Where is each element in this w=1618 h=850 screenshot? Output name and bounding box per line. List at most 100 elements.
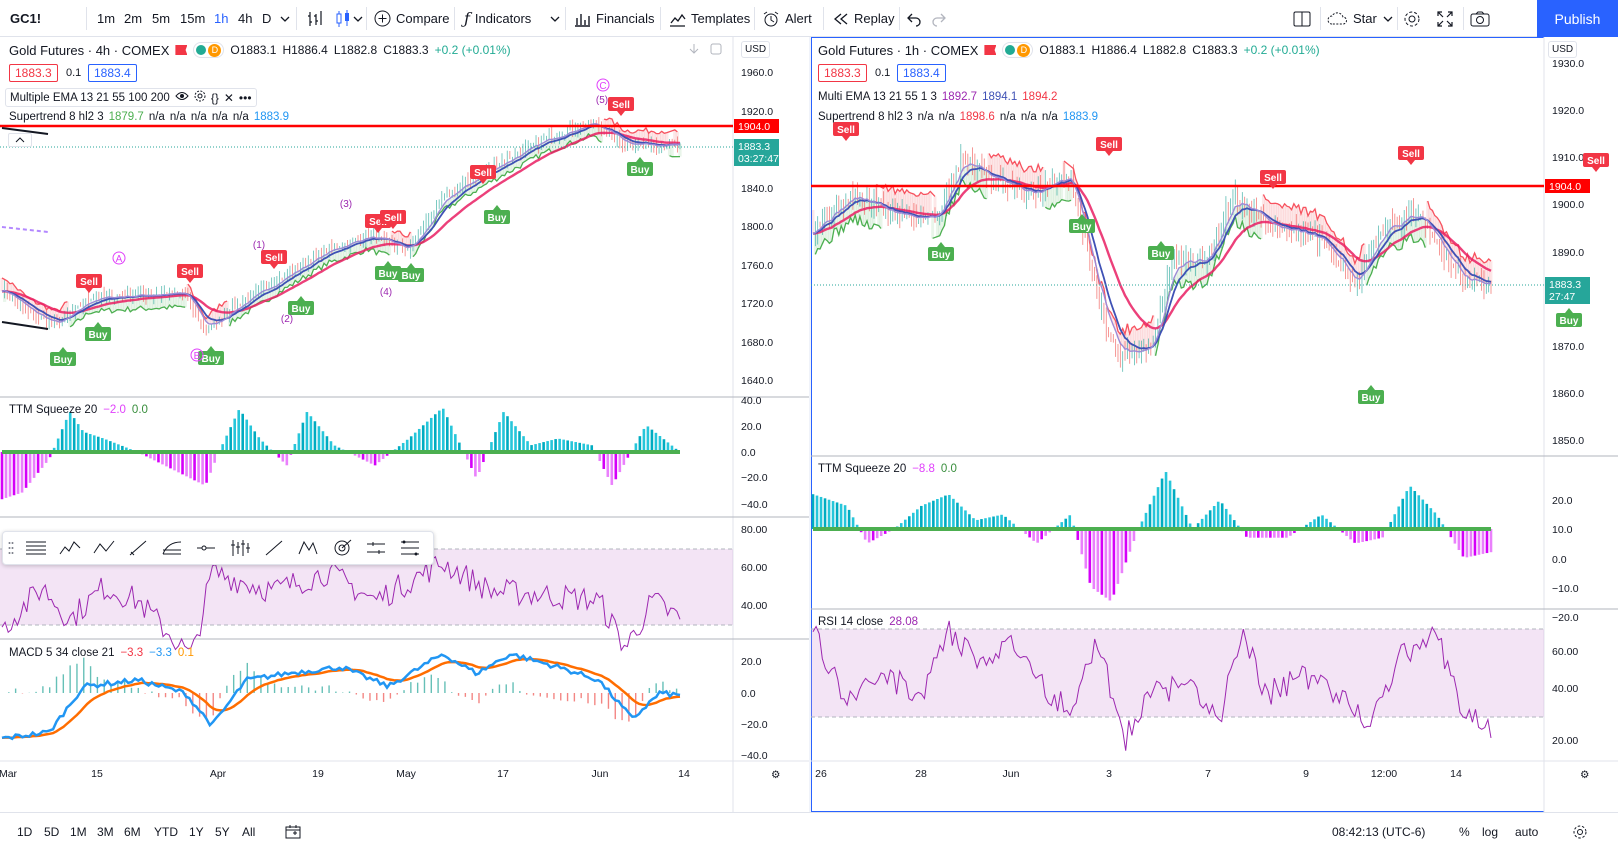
sell-signal-label: Sell [1402,149,1420,160]
eye-icon[interactable] [175,91,189,104]
range-5y[interactable]: 5Y [215,825,230,839]
brush-tool-icon[interactable] [121,531,155,565]
ema-indicator-legend[interactable]: Multiple EMA 13 21 55 100 200 {} ✕ ••• [5,88,257,107]
close-icon[interactable]: ✕ [223,90,234,105]
indicators-button[interactable]: ƒ Indicators [464,0,531,37]
replay-button[interactable]: Replay [833,0,894,37]
measure-tool-icon[interactable] [359,531,393,565]
source-code-icon[interactable]: {} [210,90,219,105]
interval-15m[interactable]: 15m [180,11,206,26]
range-5d[interactable]: 5D [44,825,60,839]
scroll-down-icon[interactable] [687,42,701,59]
price-axis-label: 1910.0 [1552,152,1584,164]
symbol-search[interactable]: GC1! [10,11,42,26]
cycle-tool-icon[interactable] [325,531,359,565]
red-flag-icon[interactable] [984,45,997,55]
undo-icon[interactable] [906,0,922,37]
bar-style-icon[interactable] [306,0,324,37]
date-range-icon[interactable] [285,813,301,850]
supertrend-legend[interactable]: Supertrend 8 hl2 3 n/a n/a 1898.6 n/a n/… [818,111,1098,123]
templates-button[interactable]: Templates [669,0,750,37]
fib-tool-icon[interactable] [393,531,427,565]
ttm-squeeze-legend[interactable]: TTM Squeeze 20 −2.0 0.0 [9,404,148,416]
range-6m[interactable]: 6M [124,825,141,839]
financials-button[interactable]: Financials [574,0,655,37]
ttm-squeeze-legend[interactable]: TTM Squeeze 20 −8.8 0.0 [818,463,957,475]
currency-selector[interactable]: USD [1548,41,1578,58]
percent-scale-toggle[interactable]: % [1459,825,1470,839]
macd-legend[interactable]: MACD 5 34 close 21 −3.3 −3.3 0.1 [9,647,194,659]
chart-canvas-left[interactable]: Mar15Apr19May17Jun14⚙1960.01920.01880.01… [0,37,809,812]
red-flag-icon[interactable] [175,45,188,55]
chart-pane-right[interactable]: 26 28 Jun 3 7 9 12:00 14 ⚙ 1930.0 1920.0 1910.0 1900… [811,37,1618,812]
auto-scale-toggle[interactable]: auto [1515,825,1539,839]
more-icon[interactable]: ••• [238,90,252,105]
interval-1m[interactable]: 1m [97,11,116,26]
chart-style-dropdown-icon[interactable] [353,0,363,37]
clock-time[interactable]: 08:42:13 (UTC-6) [1332,825,1426,839]
market-status-badge[interactable]: D [193,42,225,58]
signal-pointer [186,278,194,283]
indicators-dropdown-icon[interactable] [550,0,560,37]
alert-button[interactable]: Alert [762,0,812,37]
range-3m[interactable]: 3M [97,825,114,839]
buy-price-button[interactable]: 1883.4 [88,64,137,82]
publish-button[interactable]: Publish [1537,0,1618,37]
currency-selector[interactable]: USD [741,41,771,58]
symbol-title[interactable]: Gold Futures · 1h · COMEX [818,42,979,58]
candles-tool-icon[interactable] [223,531,257,565]
interval-5m[interactable]: 5m [152,11,171,26]
rsi-axis-label: 60.00 [741,562,767,574]
fullscreen-icon[interactable] [1437,0,1453,37]
interval-d[interactable]: D [262,11,272,26]
drag-handle-icon[interactable] [3,531,19,565]
layout-split-icon[interactable] [1292,0,1312,37]
settings-gear-icon[interactable] [1403,0,1421,37]
candle-style-icon[interactable] [334,0,354,37]
compare-button[interactable]: Compare [374,0,449,37]
sell-price-button[interactable]: 1883.3 [9,64,58,82]
ema-value: 1894.2 [1022,91,1058,103]
range-1d[interactable]: 1D [17,825,33,839]
interval-1h-active[interactable]: 1h [214,11,229,26]
collapse-legend-button[interactable] [8,133,32,147]
pattern-tool-icon[interactable] [291,531,325,565]
trend-line-tool-icon[interactable] [257,531,291,565]
range-1m[interactable]: 1M [70,825,87,839]
scale-settings-gear-icon[interactable] [1572,813,1588,850]
macd-value: 0.1 [177,647,194,659]
ema-indicator-legend[interactable]: Multi EMA 13 21 55 1 3 1892.7 1894.1 189… [818,91,1057,103]
camera-icon[interactable] [1470,0,1490,37]
pitchfork-tool-icon[interactable] [155,531,189,565]
abc-wave-tool-icon[interactable] [87,531,121,565]
bottom-toolbar: 1D 5D 1M 3M 6M YTD 1Y 5Y All 08:42:13 (U… [0,812,1618,850]
sell-signal-label: Sell [1587,156,1605,167]
interval-2m[interactable]: 2m [124,11,143,26]
rsi-legend[interactable]: RSI 14 close 28.08 [818,616,918,628]
sell-price-button[interactable]: 1883.3 [818,64,867,82]
buy-signal-label: Buy [631,165,650,176]
interval-4h[interactable]: 4h [238,11,253,26]
signal-pointer [374,228,382,233]
symbol-title[interactable]: Gold Futures · 4h · COMEX [9,42,170,58]
chart-canvas-right[interactable]: 26 28 Jun 3 7 9 12:00 14 ⚙ 1930.0 1920.0 1910.0 1900… [811,37,1618,812]
range-1y[interactable]: 1Y [189,825,204,839]
chart-pane-left[interactable]: Mar15Apr19May17Jun14⚙1960.01920.01880.01… [0,37,809,812]
sell-signal-label: Sell [1264,173,1282,184]
gear-icon[interactable] [194,90,206,105]
market-status-badge[interactable]: D [1002,42,1034,58]
log-scale-toggle[interactable]: log [1482,825,1499,839]
redo-icon[interactable] [931,0,947,37]
lines-tool-icon[interactable] [19,531,53,565]
buy-price-button[interactable]: 1883.4 [897,64,946,82]
macd-value: −3.3 [120,647,144,659]
layout-name-button[interactable]: Star [1327,0,1377,37]
elliott-wave-tool-icon[interactable] [53,531,87,565]
range-all[interactable]: All [242,825,256,839]
range-ytd[interactable]: YTD [154,825,178,839]
maximize-pane-icon[interactable] [709,42,723,59]
supertrend-legend[interactable]: Supertrend 8 hl2 3 1879.7 n/a n/a n/a n/… [9,111,289,123]
horizontal-ray-tool-icon[interactable] [189,531,223,565]
layout-dropdown-icon[interactable] [1383,0,1393,37]
interval-dropdown-icon[interactable] [280,0,290,37]
